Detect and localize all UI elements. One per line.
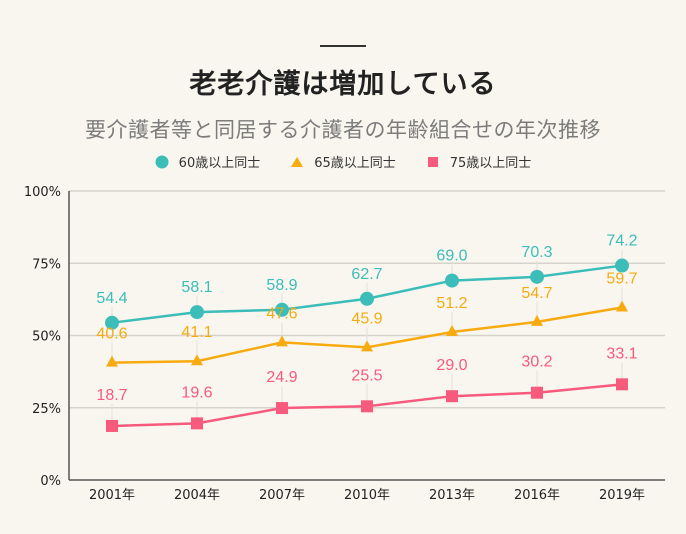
data-point [530,269,544,284]
y-tick-label: 0% [40,474,61,489]
legend-item-65: 65歳以上同士 [290,152,396,171]
data-label: 19.6 [181,384,212,401]
data-point [445,273,459,288]
data-label: 24.9 [266,369,297,386]
data-point [616,300,628,312]
data-label: 40.6 [96,326,127,343]
data-point [615,258,629,273]
title-decoration-line [320,45,366,47]
data-label: 30.2 [521,354,552,371]
data-label: 29.0 [436,357,467,374]
data-label: 74.2 [606,233,637,250]
chart-subtitle: 要介護者等と同居する介護者の年齢組合せの年次推移 [85,118,601,142]
triangle-marker-icon [291,156,304,167]
data-point [105,315,119,330]
data-point [361,400,373,413]
data-point [446,390,458,403]
series-1: 54.4 58.1 58.9 62.7 69.0 70.3 74.2 [96,233,638,330]
data-label: 69.0 [436,248,467,265]
y-tick-label: 50% [32,330,61,345]
legend-item-75: 75歳以上同士 [426,152,532,171]
data-label: 41.1 [181,324,212,341]
data-point [360,291,374,306]
series-3: 18.7 19.6 24.9 25.5 29.0 30.2 33.1 [96,345,638,432]
data-point [361,340,373,352]
square-marker-icon [427,156,438,167]
legend-label: 60歳以上同士 [178,156,261,171]
legend: 60歳以上同士 65歳以上同士 75歳以上同士 [0,152,686,171]
chart-title: 老老介護は増加している [189,69,497,100]
data-label: 58.1 [181,279,212,296]
data-point [276,402,288,415]
x-tick-label: 2013年 [429,488,475,503]
data-point [531,386,543,399]
data-point [276,335,288,347]
data-label: 54.4 [96,290,127,307]
data-label: 62.7 [351,266,382,283]
data-label: 25.5 [351,367,382,384]
x-tick-label: 2019年 [599,488,645,503]
data-label: 33.1 [606,345,637,362]
data-label: 54.7 [521,285,552,302]
y-tick-label: 75% [32,257,61,272]
y-tick-label: 25% [32,402,61,417]
data-point [446,325,458,337]
data-point [191,354,203,366]
x-tick-label: 2001年 [89,488,135,503]
data-point [616,378,628,391]
data-point [106,419,118,432]
data-point [191,417,203,430]
legend-label: 65歳以上同士 [314,156,396,171]
data-point [106,355,118,367]
x-tick-label: 2016年 [514,488,560,503]
series-2: 40.6 41.1 47.6 45.9 51.2 54.7 59.7 [96,270,638,367]
legend-label: 75歳以上同士 [449,156,532,171]
data-label: 45.9 [351,310,382,327]
x-tick-label: 2007年 [259,488,305,503]
data-label: 70.3 [521,244,552,261]
x-tick-label: 2010年 [344,488,390,503]
data-label: 58.9 [266,277,297,294]
data-label: 51.2 [436,295,467,312]
y-tick-label: 100% [24,185,61,200]
legend-item-60: 60歳以上同士 [155,152,261,171]
data-point [275,302,289,317]
circle-marker-icon [155,155,169,168]
data-point [190,305,204,320]
data-label: 18.7 [96,387,127,404]
x-tick-label: 2004年 [174,488,220,503]
data-label: 59.7 [606,270,637,287]
data-label: 47.6 [266,305,297,322]
data-point [531,314,543,326]
